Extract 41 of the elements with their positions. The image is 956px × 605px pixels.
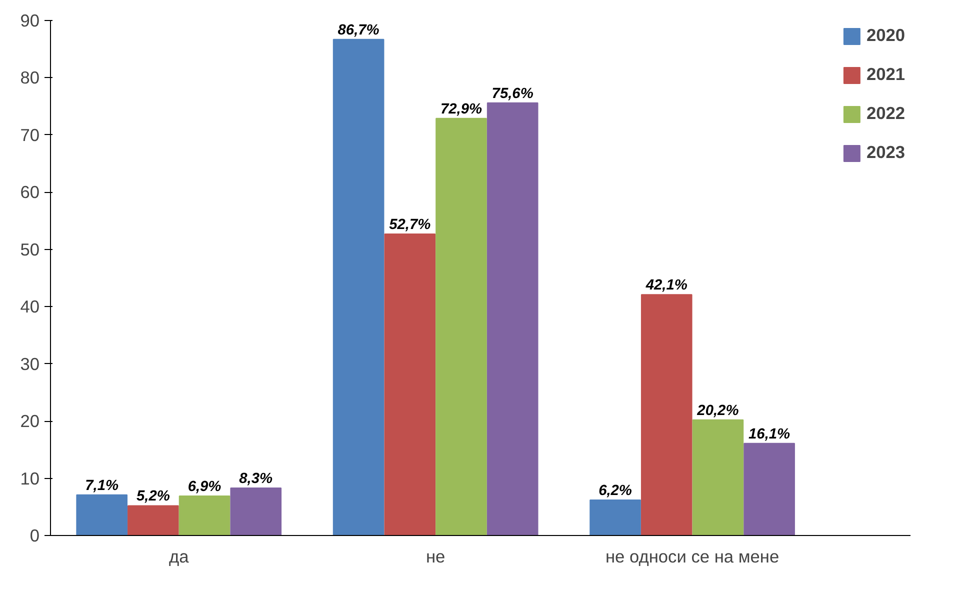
data-label: 7,1% — [85, 478, 119, 494]
x-tick-label: да — [168, 546, 190, 566]
data-label: 6,2% — [598, 483, 632, 500]
legend-label: 2023 — [866, 142, 905, 163]
data-label: 52,7% — [389, 216, 431, 233]
bar — [384, 233, 436, 536]
bar — [332, 38, 384, 536]
bar — [692, 419, 744, 536]
data-label: 75,6% — [492, 86, 534, 102]
data-label: 16,1% — [748, 426, 790, 442]
bar — [486, 102, 538, 536]
y-tick-label: 0 — [30, 526, 40, 546]
y-tick-label: 40 — [20, 296, 40, 317]
data-label: 72,9% — [440, 101, 482, 118]
bar — [640, 294, 692, 536]
y-tick-label: 90 — [20, 10, 40, 30]
bar — [590, 500, 641, 536]
y-tick-label: 60 — [20, 182, 40, 202]
y-tick-label: 10 — [20, 468, 40, 488]
y-tick-label: 70 — [20, 124, 40, 145]
x-tick-label: не — [426, 546, 446, 566]
y-tick-label: 20 — [20, 411, 40, 432]
data-label: 86,7% — [338, 22, 380, 38]
legend-label: 2022 — [866, 103, 905, 124]
bar — [178, 496, 230, 536]
data-label: 42,1% — [644, 278, 688, 294]
legend-label: 2021 — [866, 64, 905, 85]
x-tick-label: не односи се на мене — [605, 546, 780, 566]
legend-label: 2020 — [866, 25, 905, 46]
data-label: 6,9% — [188, 479, 222, 496]
data-label: 5,2% — [136, 488, 170, 505]
y-tick-label: 50 — [20, 239, 40, 260]
y-tick-label: 30 — [20, 354, 40, 374]
y-tick-label: 80 — [20, 68, 40, 88]
bar — [76, 494, 128, 536]
data-label: 8,3% — [239, 471, 273, 488]
bar — [230, 488, 282, 536]
bar — [436, 118, 487, 536]
data-label: 20,2% — [696, 402, 739, 419]
bar — [744, 442, 795, 536]
bar — [128, 505, 179, 536]
